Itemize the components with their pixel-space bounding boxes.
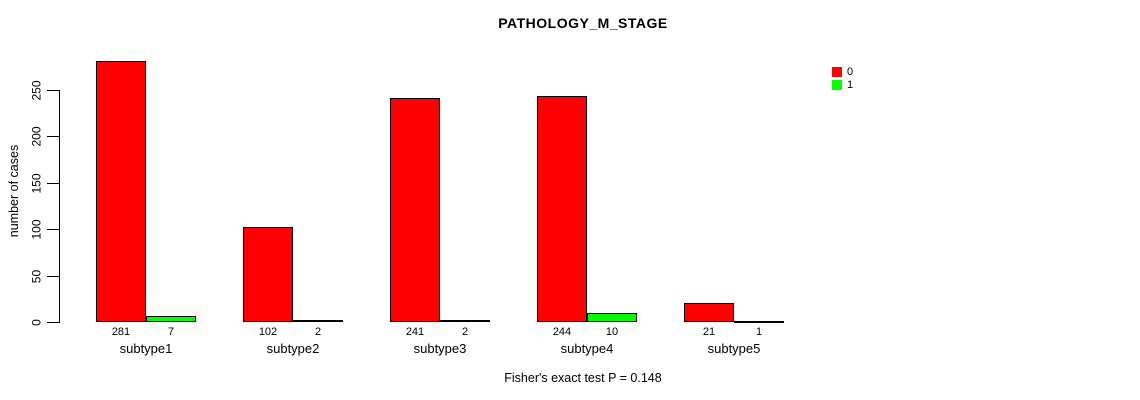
x-category-label: subtype2 (266, 341, 320, 356)
bar-value-label: 10 (605, 326, 619, 338)
y-axis-line (59, 90, 60, 323)
bar-subtype4-series-0 (537, 95, 587, 322)
stat-test-annotation: Fisher's exact test P = 0.148 (504, 371, 662, 385)
y-tick-label: 250 (29, 80, 44, 101)
bar-subtype5-series-1 (734, 321, 784, 323)
y-tick-label: 150 (29, 173, 44, 194)
legend-label: 1 (847, 78, 854, 91)
bar-value-label: 281 (111, 326, 131, 338)
x-category-label: subtype1 (119, 341, 173, 356)
bar-subtype3-series-1 (440, 320, 490, 323)
y-tick (47, 275, 59, 277)
bar-subtype2-series-1 (293, 320, 343, 323)
x-category-label: subtype5 (707, 341, 761, 356)
legend-swatch-0 (832, 67, 842, 77)
bar-subtype3-series-0 (390, 98, 440, 322)
bar-value-label: 2 (314, 326, 322, 338)
legend-label: 0 (847, 66, 854, 78)
bar-subtype4-series-1 (587, 312, 637, 322)
bar-value-label: 102 (258, 326, 278, 338)
bar-value-label: 1 (755, 326, 763, 338)
y-tick (47, 182, 59, 184)
chart-title: PATHOLOGY_M_STAGE (498, 15, 668, 31)
y-tick (47, 229, 59, 231)
bar-subtype5-series-0 (684, 302, 734, 322)
bar-value-label: 2 (461, 326, 469, 338)
y-tick-label: 100 (29, 219, 44, 240)
y-tick (47, 322, 59, 323)
y-tick (47, 90, 59, 91)
bar-value-label: 244 (552, 326, 572, 338)
bar-subtype1-series-0 (96, 61, 146, 322)
x-category-label: subtype4 (560, 341, 614, 356)
bar-value-label: 241 (405, 326, 425, 338)
x-category-label: subtype3 (413, 341, 467, 356)
legend-swatch-1 (832, 79, 842, 90)
y-tick-label: 0 (29, 319, 44, 326)
y-tick (47, 136, 59, 138)
bar-value-label: 7 (167, 326, 175, 338)
bar-value-label: 21 (702, 326, 716, 338)
y-axis-label: number of cases (7, 144, 21, 238)
y-tick-label: 200 (29, 126, 44, 147)
bar-subtype1-series-1 (146, 315, 196, 322)
bar-subtype2-series-0 (243, 227, 293, 322)
y-tick-label: 50 (29, 269, 44, 283)
